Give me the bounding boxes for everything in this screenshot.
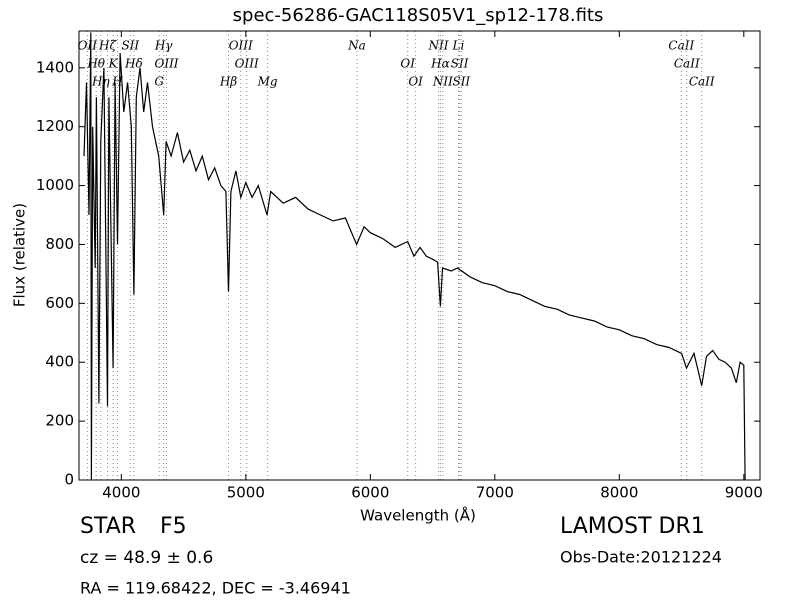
spectral-line-label: OIII [229, 39, 253, 53]
spectral-line-label: K [108, 57, 119, 71]
y-tick-label: 400 [45, 353, 74, 371]
y-tick-label: 0 [64, 471, 74, 489]
spectral-line-label: NII [428, 39, 449, 53]
spectral-line-label: Hγ [154, 39, 173, 53]
spectral-line-label: CaII [689, 75, 715, 89]
y-tick-label: 800 [45, 235, 74, 253]
plot-frame [78, 30, 761, 481]
redshift: cz = 48.9 ± 0.6 [80, 548, 213, 568]
x-tick-label: 6000 [351, 484, 389, 502]
x-tick-label: 7000 [476, 484, 514, 502]
x-tick-label: 4000 [102, 484, 140, 502]
x-tick-label: 8000 [600, 484, 638, 502]
spectral-line-label: SII [452, 75, 470, 89]
survey: LAMOST DR1 [560, 514, 705, 539]
object-class: STAR [80, 514, 136, 539]
spectral-line-label: CaII [668, 39, 694, 53]
spectral-line-label: NII [432, 75, 453, 89]
spectral-line-label: OIII [154, 57, 178, 71]
spectral-line-label: Mg [257, 75, 278, 89]
chart-title: spec-56286-GAC118S05V1_sp12-178.fits [233, 5, 604, 26]
spectral-line-label: OIII [235, 57, 259, 71]
spectral-line-label: Hζ [98, 39, 117, 53]
position: RA = 119.68422, DEC = -3.46941 [80, 579, 351, 598]
y-tick-label: 1200 [36, 117, 74, 135]
spectral-line-label: CaII [674, 57, 700, 71]
spectral-line-label: Hη [91, 75, 110, 89]
spectrum-line [83, 32, 746, 480]
x-axis-label: Wavelength (Å) [360, 506, 476, 525]
spectral-line-label: Na [347, 39, 366, 53]
spectral-line-label: SII [451, 57, 469, 71]
x-tick-label: 5000 [227, 484, 265, 502]
spectral-line-label: OI [408, 75, 423, 89]
spectral-line-label: OI [400, 57, 415, 71]
y-axis-label: Flux (relative) [11, 203, 29, 307]
y-tick-label: 200 [45, 412, 74, 430]
spectral-line-label: G [154, 75, 164, 89]
spectral-line-label: SII [121, 39, 139, 53]
x-tick-label: 9000 [725, 484, 763, 502]
spectral-line-label: Hα [430, 57, 450, 71]
y-tick-label: 1400 [36, 58, 74, 76]
obs-date: Obs-Date:20121224 [560, 548, 722, 567]
spectral-line-label: OII [78, 39, 98, 53]
y-tick-label: 600 [45, 294, 74, 312]
spectral-line-label: Hβ [219, 75, 237, 89]
y-tick-label: 1000 [36, 176, 74, 194]
subclass: F5 [160, 514, 187, 539]
spectral-line-label: Hθ [86, 57, 105, 71]
spectral-line-label: Hδ [124, 57, 143, 71]
spectral-line-label: Li [452, 39, 465, 53]
